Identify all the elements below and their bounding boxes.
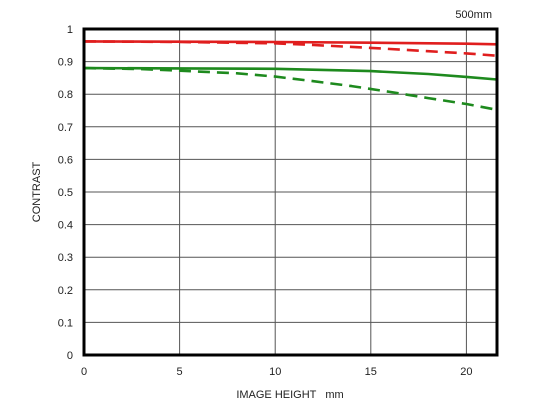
y-axis-label: CONTRAST: [31, 161, 43, 222]
y-tick-label: 0.1: [58, 317, 73, 329]
y-tick-label: 0.3: [58, 252, 73, 264]
y-tick-label: 0: [67, 350, 73, 362]
y-tick-label: 0.5: [58, 187, 73, 199]
y-tick-label: 1: [67, 24, 73, 36]
chart-title: 500mm: [455, 9, 492, 21]
y-tick-label: 0.4: [58, 220, 73, 232]
y-tick-label: 0.7: [58, 122, 73, 134]
series-line-3: [83, 66, 498, 81]
y-tick-label: 0.6: [58, 154, 73, 166]
y-tick-label: 0.2: [58, 285, 73, 297]
x-axis-label: IMAGE HEIGHT mm: [236, 389, 343, 400]
y-tick-label: 0.8: [58, 89, 73, 101]
x-tick-label: 20: [460, 366, 472, 378]
x-tick-label: 15: [365, 366, 377, 378]
x-tick-label: 0: [81, 366, 87, 378]
tick-labels: 00.10.20.30.40.50.60.70.80.910 5 10 15 20: [58, 24, 473, 378]
plot-frame: [82, 27, 499, 357]
y-tick-label: 0.9: [58, 57, 73, 69]
series-group: [83, 40, 498, 112]
series-line-2: [83, 40, 498, 57]
series-line-4: [83, 66, 498, 112]
grid: [84, 29, 497, 355]
x-tick-label: 5: [177, 366, 183, 378]
x-tick-label: 10: [269, 366, 281, 378]
